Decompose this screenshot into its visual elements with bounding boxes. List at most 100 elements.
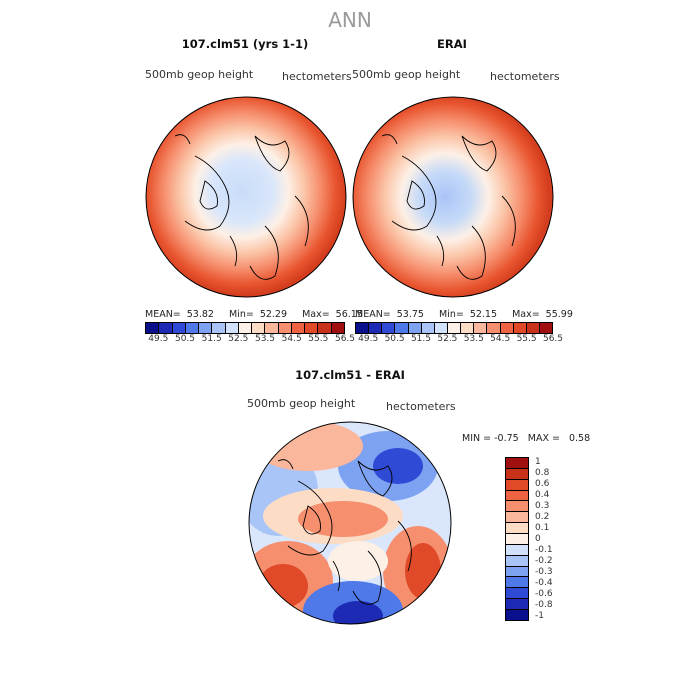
colorbar-swatch xyxy=(252,323,266,333)
panel-1-title: 107.clm51 (yrs 1-1) xyxy=(181,37,309,51)
colorbar-swatch xyxy=(513,323,527,333)
colorbar-swatch xyxy=(369,323,383,333)
colorbar-swatch xyxy=(356,323,370,333)
colorbar-swatch xyxy=(331,323,344,333)
colorbar-tick-label: 0.8 xyxy=(535,468,550,479)
colorbar-tick-label: 0.4 xyxy=(535,490,550,501)
colorbar-swatch xyxy=(506,610,528,620)
panel-2-polar-map xyxy=(352,96,554,298)
colorbar-tick-label: 0.3 xyxy=(535,501,550,512)
panel-3-title: 107.clm51 - ERAI xyxy=(295,368,405,382)
panel-1-field xyxy=(146,97,346,297)
colorbar-swatch xyxy=(506,599,528,611)
panel-2-stats: MEAN= 53.75 Min= 52.15 Max= 55.99 xyxy=(355,309,573,320)
colorbar-swatch xyxy=(500,323,514,333)
colorbar-tick-label: 56.5 xyxy=(542,334,564,344)
colorbar-tick-label: 0 xyxy=(535,534,541,544)
colorbar-swatch xyxy=(265,323,279,333)
colorbar-tick-label: 49.5 xyxy=(358,334,379,344)
colorbar-swatch xyxy=(506,458,528,469)
panel-1-units-label: hectometers xyxy=(282,70,352,83)
panel-1-polar-map xyxy=(145,96,347,298)
colorbar-swatch xyxy=(506,534,528,545)
panel-3-colorbar: 1 0.8 0.6 0.4 0.3 0.2 0.1 0 -0.1 -0.2 -0.3 -0.4 -0.6… xyxy=(505,457,575,621)
colorbar-swatch xyxy=(185,323,200,333)
colorbar-tick-label: 55.5 xyxy=(516,334,537,344)
panel-3-colorbar-ticks: 1 0.8 0.6 0.4 0.3 0.2 0.1 0 -0.1 -0.2 -0.3 -0.4 -0.6… xyxy=(535,457,575,621)
colorbar-tick-label: 0.2 xyxy=(535,512,550,523)
colorbar-tick-label: -0.8 xyxy=(535,599,553,610)
colorbar-swatch xyxy=(395,323,409,333)
panel-3-colorbar-swatches xyxy=(505,457,529,621)
panel-1-stats: MEAN= 53.82 Min= 52.29 Max= 56.15 xyxy=(145,309,363,320)
colorbar-tick-label: -0.1 xyxy=(535,544,553,555)
colorbar-swatch xyxy=(434,323,448,333)
panel-1-colorbar-ticks: 49.5 50.5 51.5 52.5 53.5 54.5 55.5 56.5 xyxy=(145,334,355,346)
colorbar-tick-label: 54.5 xyxy=(281,334,302,344)
colorbar-swatch xyxy=(382,323,396,333)
colorbar-swatch xyxy=(199,323,213,333)
colorbar-swatch xyxy=(506,566,528,578)
colorbar-tick-label: 50.5 xyxy=(384,334,405,344)
colorbar-tick-label: -0.2 xyxy=(535,555,553,566)
colorbar-tick-label: -0.4 xyxy=(535,577,553,588)
colorbar-tick-label: -0.6 xyxy=(535,588,553,599)
colorbar-swatch xyxy=(461,323,475,333)
colorbar-swatch xyxy=(159,323,173,333)
colorbar-tick-label: 52.5 xyxy=(437,334,458,344)
colorbar-tick-label: 53.5 xyxy=(463,334,484,344)
colorbar-tick-label: 0.6 xyxy=(535,479,550,490)
panel-3-stats: MIN = -0.75 MAX = 0.58 xyxy=(462,433,591,444)
colorbar-tick-label: 54.5 xyxy=(490,334,511,344)
colorbar-swatch xyxy=(506,555,528,567)
panel-2-coastlines xyxy=(381,134,516,280)
colorbar-swatch xyxy=(146,323,160,333)
panel-3-variable-label: 500mb geop height xyxy=(247,397,356,410)
colorbar-swatch xyxy=(474,323,488,333)
colorbar-swatch xyxy=(408,323,422,333)
colorbar-swatch xyxy=(526,323,540,333)
panel-1-colorbar: 49.5 50.5 51.5 52.5 53.5 54.5 55.5 56.5 xyxy=(145,322,355,346)
panel-1-variable-label: 500mb geop height xyxy=(145,68,254,81)
panel-1-colorbar-swatches xyxy=(145,322,345,334)
colorbar-swatch xyxy=(172,323,186,333)
colorbar-tick-label: 51.5 xyxy=(410,334,432,344)
colorbar-tick-label: -0.3 xyxy=(535,566,553,577)
colorbar-tick-label: 52.5 xyxy=(228,334,249,344)
colorbar-swatch xyxy=(506,523,528,535)
colorbar-swatch xyxy=(506,490,528,502)
panel-2-colorbar: 49.5 50.5 51.5 52.5 53.5 54.5 55.5 56.5 xyxy=(355,322,563,346)
colorbar-tick-label: -1 xyxy=(535,610,544,621)
colorbar-swatch xyxy=(238,323,253,333)
panel-2-colorbar-swatches xyxy=(355,322,553,334)
colorbar-swatch xyxy=(318,323,332,333)
colorbar-swatch xyxy=(506,468,528,480)
panel-3-coastlines xyxy=(277,459,412,605)
panel-2-field xyxy=(353,97,553,297)
colorbar-swatch xyxy=(506,479,528,491)
colorbar-swatch xyxy=(506,577,528,589)
colorbar-swatch xyxy=(506,512,528,524)
colorbar-swatch xyxy=(421,323,435,333)
colorbar-tick-label: 0.1 xyxy=(535,523,550,534)
figure-title: ANN xyxy=(328,8,372,32)
colorbar-swatch xyxy=(212,323,226,333)
panel-2-colorbar-ticks: 49.5 50.5 51.5 52.5 53.5 54.5 55.5 56.5 xyxy=(355,334,563,346)
colorbar-swatch xyxy=(278,323,292,333)
panel-2-units-label: hectometers xyxy=(490,70,560,83)
colorbar-swatch xyxy=(487,323,501,333)
colorbar-tick-label: 53.5 xyxy=(254,334,276,344)
colorbar-swatch xyxy=(506,501,528,513)
colorbar-swatch xyxy=(506,588,528,600)
colorbar-tick-label: 56.5 xyxy=(334,334,356,344)
colorbar-tick-label: 51.5 xyxy=(201,334,222,344)
panel-1-coastlines xyxy=(174,134,309,280)
colorbar-tick-label: 50.5 xyxy=(174,334,196,344)
panel-3-polar-map xyxy=(248,421,452,625)
colorbar-swatch xyxy=(291,323,306,333)
colorbar-swatch xyxy=(305,323,319,333)
colorbar-swatch xyxy=(539,323,553,333)
colorbar-tick-label: 49.5 xyxy=(148,334,169,344)
colorbar-tick-label: 1 xyxy=(535,457,541,468)
colorbar-swatch xyxy=(506,544,528,556)
